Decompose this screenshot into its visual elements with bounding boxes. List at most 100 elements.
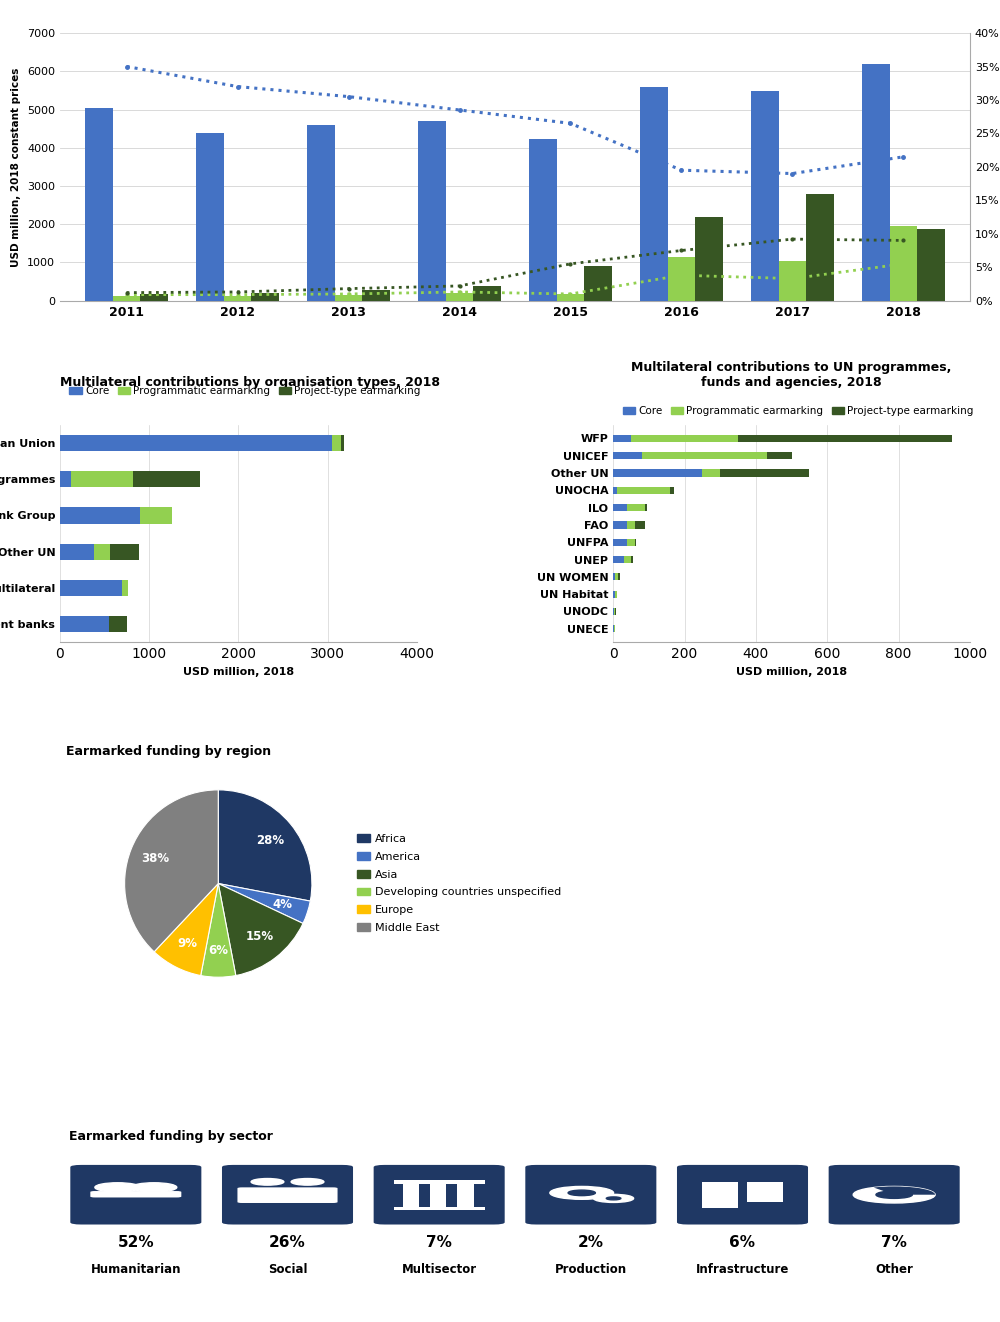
Bar [751,91,779,300]
Circle shape [853,1186,935,1203]
Bar [640,87,668,300]
Bar [394,1181,485,1183]
FancyBboxPatch shape [70,1165,201,1224]
Bar [140,508,172,524]
Bar [133,471,200,488]
Bar [473,286,501,300]
Bar [584,266,612,300]
Bar [631,555,633,563]
Title: Multilateral contributions to UN programmes,
funds and agencies, 2018: Multilateral contributions to UN program… [631,361,952,389]
Text: Earmarked funding by sector: Earmarked funding by sector [69,1130,273,1144]
Legend: Africa, America, Asia, Developing countries unspecified, Europe, Middle East: Africa, America, Asia, Developing countr… [353,830,566,937]
Text: 26%: 26% [269,1235,306,1251]
Bar [94,543,110,559]
Bar [613,435,631,442]
X-axis label: USD million, 2018: USD million, 2018 [736,666,847,677]
FancyBboxPatch shape [237,1187,338,1203]
Bar [613,469,702,477]
Bar [668,256,695,300]
Text: 6%: 6% [208,944,228,957]
Bar [341,435,344,451]
Bar [457,1183,474,1207]
Circle shape [594,1194,634,1203]
Bar [335,295,362,300]
Wedge shape [218,883,310,923]
X-axis label: USD million, 2018: USD million, 2018 [183,666,294,677]
FancyBboxPatch shape [222,1165,353,1224]
Bar [251,293,279,300]
Text: 4%: 4% [272,898,292,911]
Bar [362,290,390,300]
Text: 7%: 7% [881,1235,907,1251]
Wedge shape [218,789,312,902]
Bar [529,139,557,300]
Bar [109,616,127,632]
FancyBboxPatch shape [525,1165,656,1224]
Bar [624,555,631,563]
Bar [613,574,615,580]
Bar [613,486,617,494]
Circle shape [876,1191,912,1198]
Bar [767,452,792,459]
Text: Production: Production [555,1263,627,1276]
Circle shape [606,1196,621,1200]
Bar [418,122,446,300]
Text: Humanitarian: Humanitarian [91,1263,181,1276]
Bar [806,194,834,300]
Legend: Core, Programmatic earmarking, Project-type earmarking: Core, Programmatic earmarking, Project-t… [618,402,978,420]
Text: 7%: 7% [426,1235,452,1251]
Bar [627,538,635,546]
FancyBboxPatch shape [829,1165,960,1224]
Wedge shape [218,883,303,976]
Text: Infrastructure: Infrastructure [696,1263,789,1276]
Bar [196,134,224,300]
FancyBboxPatch shape [90,1191,181,1198]
Text: 28%: 28% [256,834,284,847]
Bar [627,521,635,529]
Text: Earmarked funding by region: Earmarked funding by region [66,746,271,759]
Bar [635,538,636,546]
Bar [140,293,168,300]
Bar [890,226,917,300]
Bar [747,1182,783,1202]
Circle shape [568,1190,595,1195]
Text: Other: Other [875,1263,913,1276]
Circle shape [550,1186,614,1199]
Bar [122,580,128,596]
Y-axis label: USD million, 2018 constant prices: USD million, 2018 constant prices [11,67,21,267]
Text: Multisector: Multisector [402,1263,477,1276]
Wedge shape [201,883,236,977]
Bar [71,471,133,488]
Wedge shape [154,883,218,976]
Bar [430,1183,446,1207]
Bar [635,521,645,529]
Bar [60,471,71,488]
Circle shape [131,1183,177,1192]
Circle shape [95,1183,140,1192]
Bar [613,608,614,615]
Bar [613,538,627,546]
Circle shape [251,1178,284,1185]
Bar [617,486,670,494]
Bar [614,608,615,615]
Text: Social: Social [268,1263,307,1276]
Bar [613,504,627,512]
Bar [224,296,251,300]
Text: 15%: 15% [246,931,274,944]
Bar [618,574,620,580]
Bar [613,555,624,563]
Text: 52%: 52% [118,1235,154,1251]
Bar [615,591,617,598]
Bar [642,452,767,459]
Wedge shape [125,789,218,952]
Bar [720,469,809,477]
Text: 6%: 6% [730,1235,756,1251]
Legend: Core, Programmatic earmarking, Project-type earmarking: Core, Programmatic earmarking, Project-t… [65,382,425,401]
Bar [110,543,139,559]
Bar [403,1183,419,1207]
Bar [446,293,473,300]
Bar [917,229,945,300]
Bar [613,521,627,529]
FancyBboxPatch shape [374,1165,505,1224]
Bar [85,107,113,300]
